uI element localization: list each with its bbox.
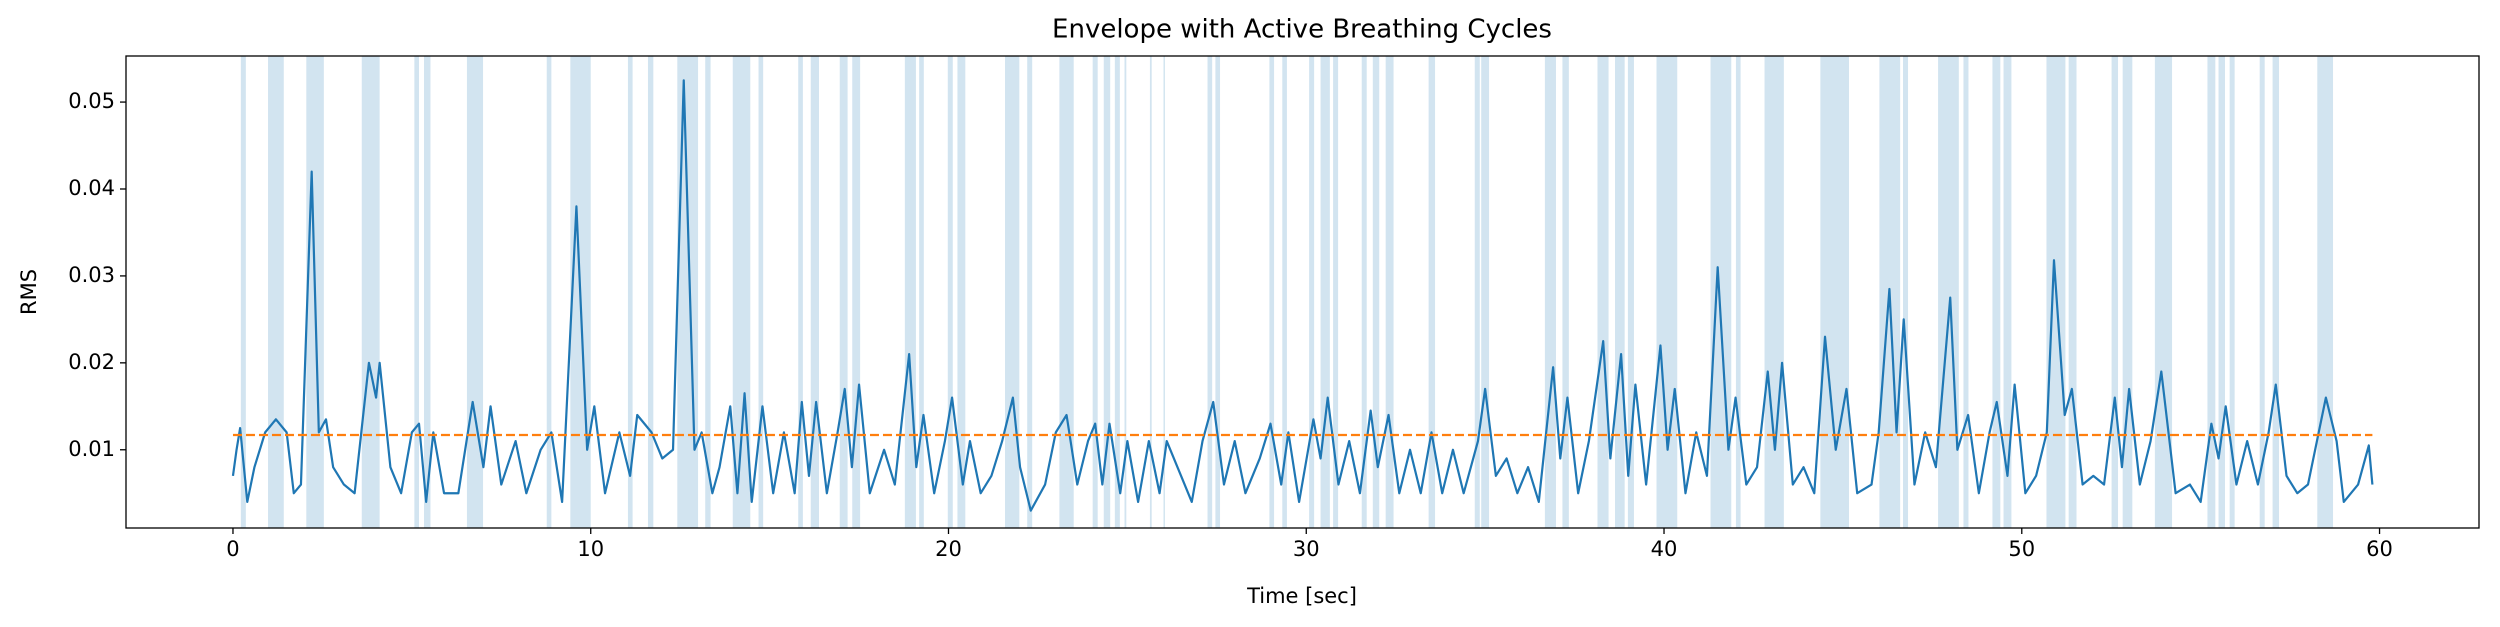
- active-span: [1059, 56, 1074, 528]
- active-span: [2154, 56, 2173, 528]
- active-span: [1269, 56, 1275, 528]
- active-span: [1428, 56, 1436, 528]
- active-span: [1992, 56, 2001, 528]
- chart-title: Envelope with Active Breathing Cycles: [1052, 15, 1552, 45]
- active-span: [414, 56, 420, 528]
- active-span: [1903, 56, 1909, 528]
- active-span: [1372, 56, 1380, 528]
- active-span: [2122, 56, 2133, 528]
- plot-frame: [125, 55, 2480, 529]
- active-span: [2259, 56, 2265, 528]
- active-span: [904, 56, 916, 528]
- active-span: [361, 56, 380, 528]
- y-tick-label: 0.03: [68, 263, 115, 287]
- active-span: [1149, 56, 1152, 528]
- y-tick-label: 0.02: [68, 350, 115, 374]
- active-span: [268, 56, 284, 528]
- active-span: [1027, 56, 1033, 528]
- active-span: [1005, 56, 1020, 528]
- x-tick-label: 50: [2008, 537, 2035, 561]
- active-span: [1615, 56, 1625, 528]
- active-span: [546, 56, 552, 528]
- y-tick-label: 0.04: [68, 176, 115, 200]
- active-span: [957, 56, 966, 528]
- active-span: [2003, 56, 2012, 528]
- active-span: [1544, 56, 1556, 528]
- active-span: [466, 56, 484, 528]
- active-span: [1163, 56, 1165, 528]
- active-span: [1627, 56, 1634, 528]
- active-span: [2068, 56, 2077, 528]
- active-span: [2111, 56, 2119, 528]
- y-axis-label: RMS: [17, 269, 41, 315]
- active-span: [1092, 56, 1098, 528]
- x-tick-label: 60: [2366, 537, 2393, 561]
- active-span: [677, 56, 699, 528]
- active-span: [1282, 56, 1287, 528]
- active-span: [1820, 56, 1849, 528]
- x-tick-label: 30: [1293, 537, 1320, 561]
- x-tick-label: 0: [226, 537, 239, 561]
- active-span: [424, 56, 431, 528]
- active-span: [919, 56, 924, 528]
- active-span: [1938, 56, 1959, 528]
- active-span: [1103, 56, 1111, 528]
- active-span: [1333, 56, 1339, 528]
- active-span: [1320, 56, 1330, 528]
- active-span: [1124, 56, 1127, 528]
- active-span: [852, 56, 861, 528]
- active-span: [705, 56, 711, 528]
- active-span: [1481, 56, 1490, 528]
- active-span: [1385, 56, 1394, 528]
- active-span: [810, 56, 819, 528]
- active-span: [1562, 56, 1569, 528]
- active-span: [647, 56, 654, 528]
- x-tick-label: 10: [577, 537, 604, 561]
- active-span: [2207, 56, 2216, 528]
- active-span: [1735, 56, 1741, 528]
- x-axis-label: Time [sec]: [1246, 584, 1357, 608]
- x-tick-label: 20: [935, 537, 962, 561]
- active-span: [2229, 56, 2235, 528]
- active-span: [839, 56, 848, 528]
- envelope-line: [231, 79, 2374, 512]
- active-span: [627, 56, 633, 528]
- active-span: [798, 56, 803, 528]
- y-tick-label: 0.01: [68, 437, 115, 461]
- active-span: [1597, 56, 1609, 528]
- active-span: [1361, 56, 1367, 528]
- active-span: [2218, 56, 2225, 528]
- active-span: [1207, 56, 1213, 528]
- active-span: [1710, 56, 1732, 528]
- y-tick-label: 0.05: [68, 89, 115, 113]
- active-span: [947, 56, 953, 528]
- x-tick-label: 40: [1651, 537, 1678, 561]
- active-span: [2317, 56, 2334, 528]
- active-span: [1963, 56, 1969, 528]
- active-span: [1474, 56, 1480, 528]
- active-span: [1656, 56, 1678, 528]
- active-span: [240, 56, 246, 528]
- active-span: [1114, 56, 1120, 528]
- active-span: [1764, 56, 1784, 528]
- active-span: [758, 56, 764, 528]
- active-span: [1215, 56, 1221, 528]
- active-span: [2272, 56, 2280, 528]
- active-span: [1309, 56, 1315, 528]
